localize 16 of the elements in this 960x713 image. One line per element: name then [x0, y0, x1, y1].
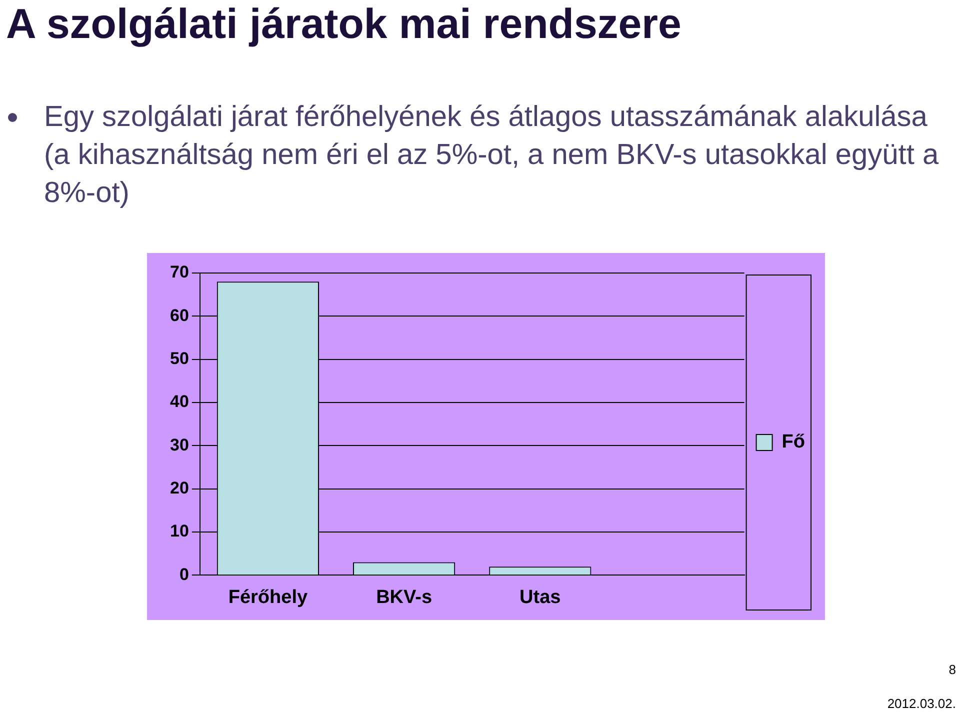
chart-title: A szolgálati járatok mai rendszere — [6, 0, 682, 48]
y-tick-label: 70 — [170, 262, 189, 282]
y-tick-label: 50 — [170, 349, 189, 368]
text: 2012.03.02. — [887, 696, 956, 711]
y-tick-label: 30 — [170, 435, 189, 454]
x-tick-label: BKV-s — [376, 586, 432, 608]
y-tick-label: 20 — [170, 478, 189, 498]
chart-subtitle: Egy szolgálati járat férőhelyének és átlagos utasszámának alakulása (a kihasználtság nem éri el az 5%-ot, a nem BKV-s utasokkal együtt a 8%-ot) — [44, 100, 940, 211]
x-tick-label: Férőhely — [228, 586, 308, 608]
y-tick-label: 40 — [170, 392, 189, 412]
y-tick-label: 10 — [170, 522, 189, 541]
y-tick-label: 60 — [170, 306, 189, 325]
text: 8 — [948, 662, 956, 677]
legend-label: Fő — [782, 432, 806, 453]
x-tick-label: Utas — [520, 586, 561, 608]
y-tick-label: 0 — [179, 564, 189, 584]
